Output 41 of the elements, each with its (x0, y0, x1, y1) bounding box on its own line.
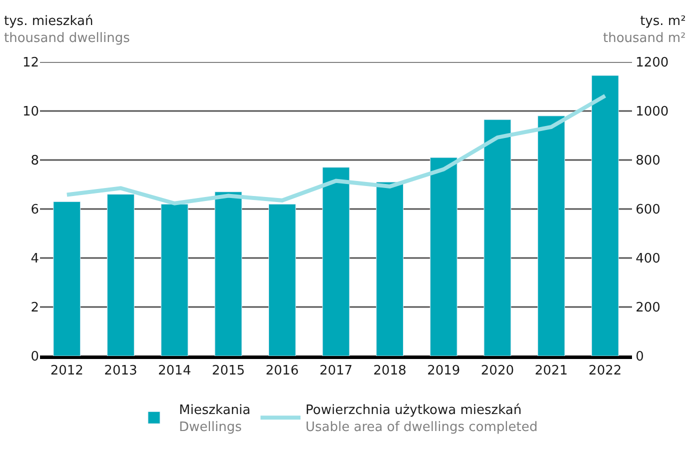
x-tick-label: 2022 (588, 364, 622, 379)
x-tick-label: 2014 (158, 364, 192, 379)
y-tick-label: 12 (22, 56, 39, 71)
y-axis-title: tys. mieszkań thousand dwellings (4, 14, 130, 46)
bar (268, 204, 296, 356)
bar (591, 75, 619, 356)
y-tick-label: 4 (30, 252, 39, 267)
bar (376, 182, 404, 356)
y2-tick-label: 600 (636, 202, 660, 218)
bar (107, 194, 134, 356)
y2-tick-label: 400 (636, 252, 660, 267)
bar (53, 201, 81, 356)
bar (430, 157, 458, 356)
y2-tick-label: 0 (636, 350, 644, 365)
bar (484, 119, 512, 356)
y2-tick-label: 1000 (636, 104, 669, 120)
y-tick-label: 10 (22, 104, 39, 120)
legend-label: Powierzchnia użytkowa mieszkań Usable area of dwellings completed (306, 403, 538, 436)
x-tick-label: 2012 (50, 364, 84, 379)
y-tick-label: 8 (30, 154, 39, 169)
legend-label: Mieszkania Dwellings (179, 403, 251, 436)
x-tick-label: 2021 (534, 364, 568, 379)
x-tick-label: 2017 (319, 364, 353, 379)
bar (538, 116, 565, 356)
bar (322, 167, 350, 356)
x-tick-label: 2016 (266, 364, 299, 379)
bar (160, 204, 188, 356)
x-tick-label: 2013 (104, 364, 138, 379)
x-tick-label: 2019 (427, 364, 460, 379)
y2-axis-title: tys. m² thousand m² (603, 14, 686, 46)
line-series (64, 94, 608, 206)
x-tick-label: 2018 (373, 364, 406, 379)
y-tick-label: 2 (30, 300, 39, 316)
y2-tick-label: 1200 (636, 56, 669, 71)
y2-tick-label: 200 (636, 300, 660, 316)
x-tick-label: 2015 (212, 364, 245, 379)
y-tick-label: 6 (30, 202, 39, 218)
y2-tick-label: 800 (636, 154, 660, 169)
bar (214, 192, 242, 356)
y-tick-label: 0 (30, 350, 39, 365)
x-tick-label: 2020 (480, 364, 514, 379)
